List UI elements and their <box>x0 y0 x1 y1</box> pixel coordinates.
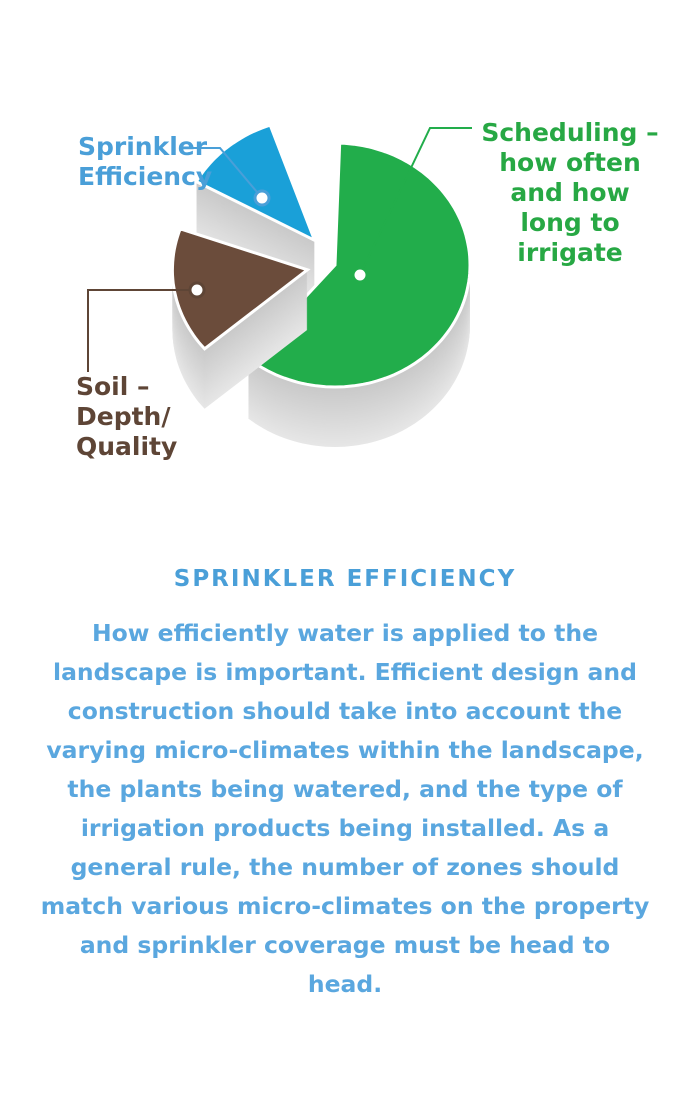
leader-scheduling <box>359 127 472 276</box>
leader-sprinkler <box>192 147 263 199</box>
label-line: Soil – <box>76 372 150 401</box>
section-body: How efficiently water is applied to the … <box>40 619 650 998</box>
leader-dot <box>351 266 369 284</box>
label-line: Scheduling – <box>481 118 659 147</box>
leader-soil <box>87 289 197 372</box>
label-line: irrigate <box>517 238 623 267</box>
slice-soil <box>170 226 311 351</box>
label-line: Sprinkler <box>78 132 208 161</box>
leader-dot <box>253 189 271 207</box>
label-line: long to <box>520 208 620 237</box>
label-line: how often <box>499 148 641 177</box>
label-line: and how <box>510 178 630 207</box>
pie-chart <box>87 123 472 447</box>
label-scheduling: Scheduling – how often and how long to i… <box>470 118 670 268</box>
label-sprinkler-efficiency: Sprinkler Efficiency <box>78 132 212 192</box>
label-line: Efficiency <box>78 162 213 191</box>
label-line: Depth/ <box>76 402 171 431</box>
leader-dot <box>188 281 206 299</box>
section-heading: SPRINKLER EFFICIENCY <box>173 566 517 592</box>
label-line: Quality <box>76 432 178 461</box>
label-soil: Soil – Depth/ Quality <box>76 372 177 462</box>
